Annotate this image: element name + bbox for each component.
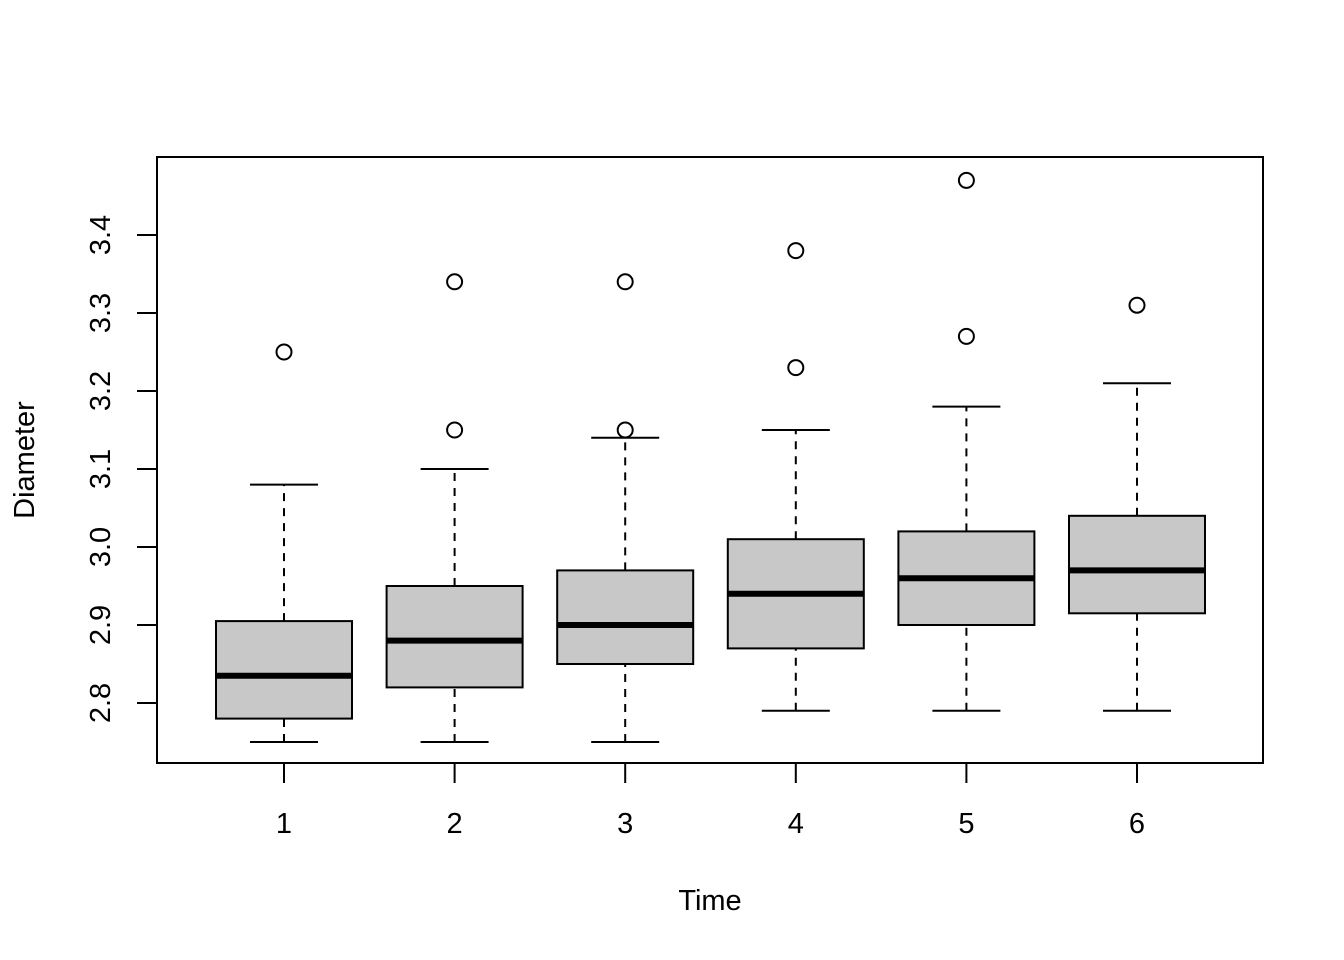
x-axis-label: Time (678, 885, 741, 917)
outlier-point (1128, 296, 1146, 314)
x-tick-label: 4 (788, 808, 804, 840)
plot-frame (156, 156, 1264, 764)
outlier-point (275, 343, 293, 361)
box-group-2 (385, 273, 524, 743)
box-iqr (215, 620, 353, 720)
x-tick-label: 2 (447, 808, 463, 840)
box-group-5 (897, 171, 1036, 712)
x-tick-label: 3 (617, 808, 633, 840)
y-axis-label: Diameter (9, 401, 41, 519)
box-iqr (1068, 514, 1206, 615)
box-group-4 (726, 242, 865, 712)
y-tick-label: 3.3 (85, 293, 117, 333)
y-tick-label: 3.2 (85, 371, 117, 411)
y-tick-label: 3.4 (85, 215, 117, 255)
box-group-6 (1068, 296, 1206, 712)
outlier-point (957, 327, 975, 345)
box-iqr (385, 585, 524, 689)
outlier-point (446, 421, 464, 439)
x-axis: 1 2 3 4 5 6 (276, 763, 1145, 840)
y-tick-label: 2.8 (85, 683, 117, 723)
y-tick-label: 3.0 (85, 527, 117, 567)
box-iqr (556, 569, 695, 666)
plot-layer (215, 171, 1206, 743)
outlier-point (616, 421, 634, 439)
y-tick-label: 3.1 (85, 449, 117, 489)
outlier-point (787, 359, 805, 377)
y-tick-label: 2.9 (85, 605, 117, 645)
outlier-point (616, 273, 634, 291)
y-axis: 2.8 2.9 3.0 3.1 3.2 3.3 3.4 (85, 215, 157, 723)
x-tick-label: 6 (1129, 808, 1145, 840)
outlier-point (957, 171, 975, 189)
x-tick-label: 1 (276, 808, 292, 840)
outlier-point (787, 242, 805, 260)
box-group-3 (556, 273, 695, 743)
box-group-1 (215, 343, 353, 743)
outlier-point (446, 273, 464, 291)
x-tick-label: 5 (958, 808, 974, 840)
